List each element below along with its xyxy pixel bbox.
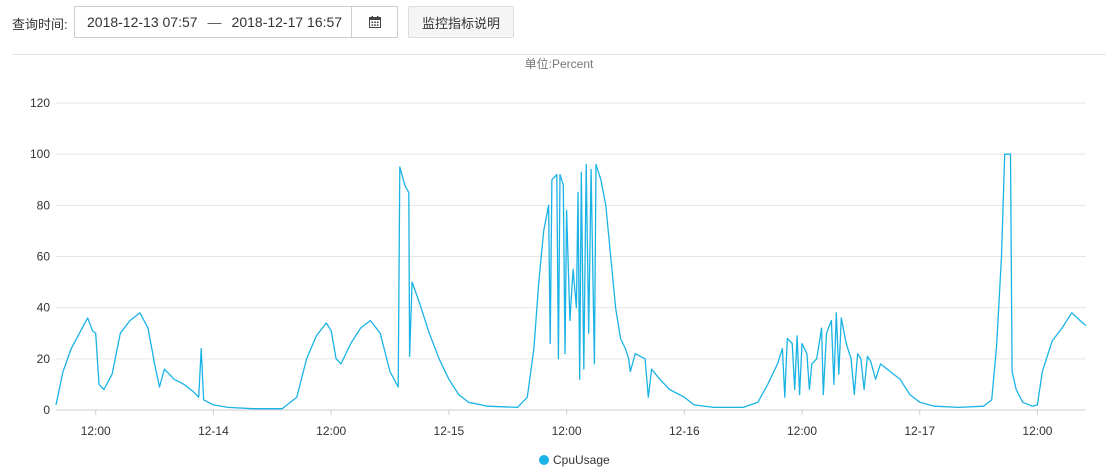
- x-tick-label: 12-14: [198, 424, 229, 438]
- x-tick-label: 12:00: [81, 424, 111, 438]
- x-tick-label: 12-17: [904, 424, 935, 438]
- grid-lines: [56, 102, 1086, 411]
- query-time-label: 查询时间:: [12, 17, 68, 32]
- x-tick-label: 12:00: [787, 424, 817, 438]
- range-start: 2018-12-13 07:57: [87, 14, 198, 30]
- y-tick-label: 60: [37, 250, 51, 264]
- range-separator: —: [207, 14, 222, 30]
- calendar-icon: [368, 16, 381, 28]
- calendar-button[interactable]: [352, 6, 398, 38]
- y-tick-label: 80: [37, 198, 51, 212]
- legend[interactable]: CpuUsage: [539, 453, 610, 467]
- legend-label[interactable]: CpuUsage: [553, 453, 610, 467]
- range-end: 2018-12-17 16:57: [231, 14, 343, 30]
- series-line-cpuusage: [55, 153, 1087, 410]
- y-tick-label: 0: [43, 403, 50, 417]
- divider: [12, 54, 1106, 55]
- x-tick-label: 12:00: [1022, 424, 1052, 438]
- x-tick-label: 12:00: [316, 424, 346, 438]
- y-tick-label: 120: [30, 96, 50, 110]
- legend-marker: [539, 455, 549, 465]
- metrics-help-button[interactable]: 监控指标说明: [408, 6, 514, 38]
- series-layer: [55, 153, 1087, 410]
- y-tick-label: 100: [30, 147, 50, 161]
- date-range-input[interactable]: 2018-12-13 07:57 — 2018-12-17 16:57: [74, 6, 352, 38]
- query-bar: 查询时间: 2018-12-13 07:57 — 2018-12-17 16:5…: [0, 0, 1106, 48]
- y-axis: 0 20 40 60 80 100 120: [30, 96, 50, 417]
- x-tick-label: 12-16: [669, 424, 700, 438]
- unit-label: 单位:Percent: [525, 56, 594, 71]
- y-tick-label: 40: [37, 301, 51, 315]
- x-tick-label: 12-15: [434, 424, 465, 438]
- y-tick-label: 20: [37, 352, 51, 366]
- x-axis: 12:00 12-14 12:00 12-15 12:00 12-16 12:00 12-17…: [81, 410, 1053, 438]
- x-tick-label: 12:00: [552, 424, 582, 438]
